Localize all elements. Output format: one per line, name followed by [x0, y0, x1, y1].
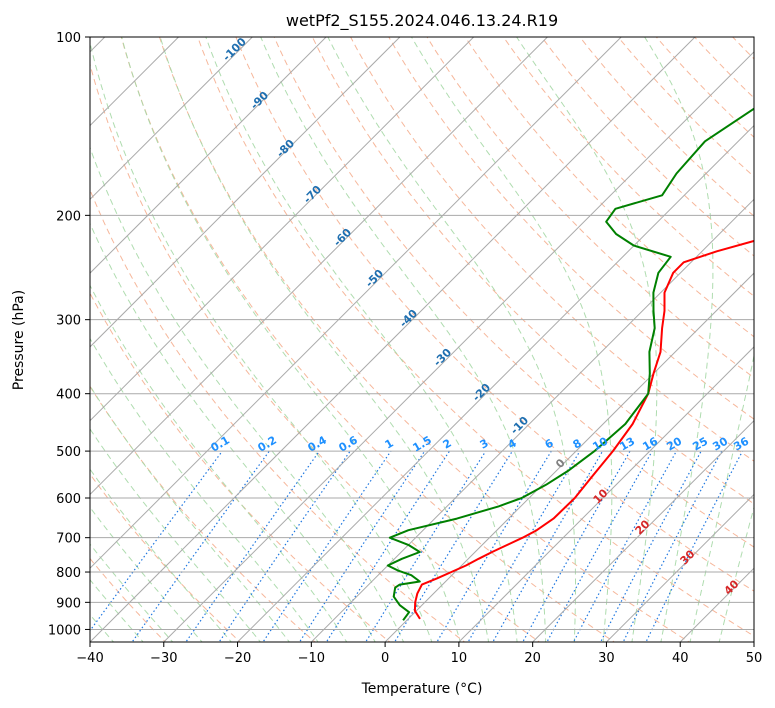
isotherm — [90, 37, 548, 496]
dry-adiabat — [235, 37, 754, 592]
mixing-ratio-line — [467, 450, 581, 642]
background-lines — [90, 24, 775, 645]
mixing-ratio-line — [262, 450, 392, 642]
x-tick-label: 20 — [524, 651, 541, 666]
mixing-ratio-line — [325, 450, 450, 642]
mixing-ratio-line — [599, 450, 702, 642]
mixing-ratio-line — [218, 450, 351, 642]
y-tick-label: 200 — [56, 209, 81, 224]
y-tick-label: 800 — [56, 566, 81, 581]
isotherm — [532, 419, 754, 642]
isotherm — [606, 493, 754, 642]
x-tick-label: −40 — [76, 651, 103, 666]
dry-adiabat — [158, 37, 691, 642]
y-tick-label: 1000 — [48, 623, 81, 638]
moist-adiabat — [90, 222, 376, 642]
x-tick-label: −10 — [298, 651, 325, 666]
isotherm — [90, 37, 253, 201]
x-tick-label: −30 — [150, 651, 177, 666]
isotherm — [90, 37, 622, 569]
x-tick-label: −20 — [224, 651, 251, 666]
mixing-ratio-line — [185, 450, 320, 642]
x-tick-label: 0 — [381, 651, 389, 666]
plot-background — [90, 37, 754, 642]
isotherm — [90, 37, 401, 348]
y-tick-label: 300 — [56, 314, 81, 329]
dry-adiabat — [350, 37, 754, 462]
isotherm — [458, 346, 754, 642]
mixing-ratio-line — [90, 450, 223, 632]
plot-frame — [89, 36, 755, 643]
mixing-ratio-line — [622, 450, 723, 642]
isotherm — [163, 51, 754, 642]
axes: −40 −30 −20 −10 0 10 20 30 40 50 100 200 300 400 500 60… — [48, 31, 762, 666]
y-tick-label: 600 — [56, 492, 81, 507]
x-tick-label: 30 — [598, 651, 615, 666]
dry-adiabat — [464, 37, 754, 338]
mixing-ratio-line — [393, 450, 513, 642]
isotherm — [237, 124, 754, 642]
x-tick-label: 10 — [451, 651, 468, 666]
isotherm — [753, 641, 754, 642]
dry-adiabat — [311, 37, 754, 505]
dry-adiabat — [273, 37, 754, 548]
isotherm — [90, 37, 475, 422]
dry-adiabat — [388, 37, 754, 420]
dry-adiabat — [426, 37, 754, 379]
mixing-ratio-line — [131, 450, 270, 642]
y-tick-label: 100 — [56, 31, 81, 46]
y-tick-label: 500 — [56, 445, 81, 460]
dry-adiabat — [758, 24, 775, 645]
isotherm — [90, 37, 696, 642]
x-tick-label: 50 — [746, 651, 763, 666]
y-tick-label: 400 — [56, 388, 81, 403]
y-tick-label: 700 — [56, 532, 81, 547]
sounding-lines — [386, 107, 754, 621]
dewpoint-line — [386, 107, 754, 621]
mixing-ratio-line — [572, 450, 677, 642]
isotherm — [310, 198, 754, 642]
y-axis-label: Pressure (hPa) — [11, 290, 27, 390]
mixing-ratio-line — [298, 450, 426, 642]
isotherm — [90, 37, 327, 274]
chart-title: wetPf2_S155.2024.046.13.24.R19 — [286, 11, 558, 31]
x-tick-label: 40 — [672, 651, 689, 666]
isotherm — [384, 272, 754, 642]
y-tick-label: 900 — [56, 596, 81, 611]
dry-adiabat — [502, 37, 754, 297]
x-axis-label: Temperature (°C) — [361, 681, 483, 697]
